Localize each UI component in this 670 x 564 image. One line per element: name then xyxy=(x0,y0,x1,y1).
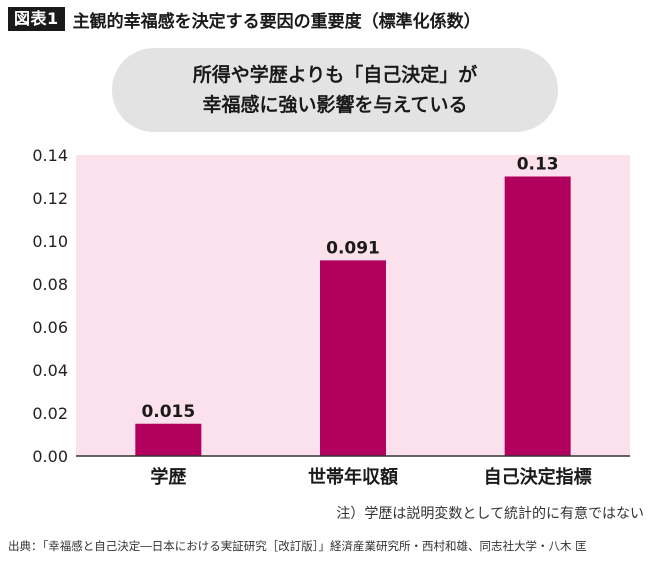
bar-value-label: 0.091 xyxy=(326,238,380,258)
y-tick-label: 0.06 xyxy=(32,318,68,337)
callout-line-1: 所得や学歴よりも「自己決定」が xyxy=(192,64,478,86)
bar xyxy=(135,423,202,456)
x-category-label: 自己決定指標 xyxy=(484,466,592,488)
bar-value-label: 0.13 xyxy=(517,155,559,175)
y-tick-label: 0.00 xyxy=(32,447,68,466)
bar xyxy=(504,176,571,456)
x-axis: 学歴 世帯年収額 自己決定指標 xyxy=(150,466,591,488)
bar xyxy=(320,260,386,456)
y-tick-label: 0.14 xyxy=(32,146,68,165)
y-tick-label: 0.08 xyxy=(32,275,68,294)
callout-line-2: 幸福感に強い影響を与えている xyxy=(202,94,468,116)
figure-title: 主観的幸福感を決定する要因の重要度（標準化係数） xyxy=(72,11,481,32)
footnote: 注）学歴は説明変数として統計的に有意ではない xyxy=(336,506,644,522)
y-tick-label: 0.12 xyxy=(32,189,68,208)
y-tick-label: 0.04 xyxy=(32,361,68,380)
y-tick-label: 0.02 xyxy=(32,404,68,423)
bar-value-label: 0.015 xyxy=(141,402,195,422)
figure-header: 図表1 主観的幸福感を決定する要因の重要度（標準化係数） xyxy=(8,6,481,32)
source-citation: 出典：「幸福感と自己決定―日本における実証研究［改訂版］」経済産業研究所・西村和… xyxy=(8,539,587,553)
x-category-label: 学歴 xyxy=(150,466,186,488)
y-tick-label: 0.10 xyxy=(32,232,68,251)
bars-group: 0.015 0.091 0.13 xyxy=(135,155,571,456)
y-axis: 0.00 0.02 0.04 0.06 0.08 0.10 0.12 0.14 xyxy=(32,146,68,466)
callout-bubble: 所得や学歴よりも「自己決定」が 幸福感に強い影響を与えている xyxy=(112,48,558,132)
figure-tag: 図表1 xyxy=(8,7,65,31)
x-category-label: 世帯年収額 xyxy=(308,466,398,488)
